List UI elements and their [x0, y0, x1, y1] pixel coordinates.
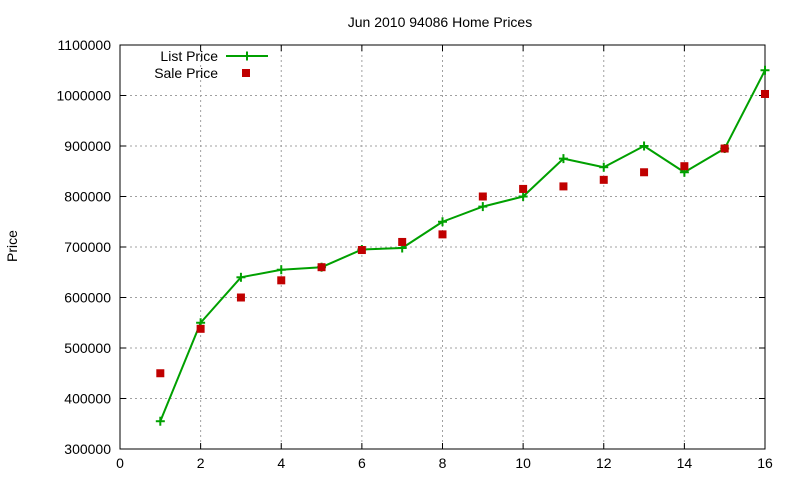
list-price-point	[236, 272, 246, 282]
grid	[120, 45, 765, 449]
sale-price-point	[357, 246, 366, 255]
sale-price-point	[559, 182, 568, 191]
axis-ticks: 0 2 4 6 8 10 12 14 16 300000 400000 500000 600000 700…	[56, 37, 773, 471]
list-price-point	[518, 192, 528, 201]
y-axis-label: Price	[4, 230, 20, 262]
y-tick-label: 500000	[64, 340, 111, 356]
x-tick-label: 2	[197, 455, 205, 471]
legend-label: Sale Price	[154, 65, 218, 81]
sale-price-point	[317, 263, 326, 272]
series-line-list-price	[159, 69, 766, 422]
sale-price-point	[761, 89, 769, 98]
x-tick-label: 4	[277, 455, 285, 471]
sale-price-point	[277, 276, 286, 285]
legend-plus-marker	[242, 51, 252, 61]
y-tick-label: 800000	[64, 189, 111, 205]
list-price-point	[438, 217, 447, 227]
list-price-point	[276, 265, 286, 275]
x-tick-label: 12	[596, 455, 612, 471]
x-tick-label: 10	[515, 455, 531, 471]
legend-label: List Price	[160, 48, 218, 64]
sale-price-point	[438, 230, 447, 239]
x-tick-label: 16	[757, 455, 773, 471]
y-tick-label: 600000	[64, 290, 111, 306]
y-tick-label: 700000	[64, 239, 111, 255]
x-tick-label: 14	[677, 455, 693, 471]
y-tick-label: 300000	[64, 441, 111, 457]
sale-price-point	[519, 184, 528, 193]
y-tick-label: 1100000	[58, 37, 112, 53]
sale-price-point	[680, 162, 689, 171]
y-tick-label: 1000000	[56, 88, 111, 104]
list-price-point	[558, 154, 568, 164]
x-tick-label: 8	[439, 455, 447, 471]
list-price-point	[478, 202, 488, 212]
sale-price-point	[599, 175, 608, 184]
y-tick-label: 400000	[64, 391, 111, 407]
sale-price-point	[398, 237, 407, 246]
sale-price-point	[196, 324, 205, 333]
sale-price-point	[236, 293, 245, 302]
list-price-point	[599, 162, 609, 172]
list-price-point	[760, 65, 770, 75]
chart-title: Jun 2010 94086 Home Prices	[348, 14, 532, 30]
sale-price-point	[640, 168, 649, 177]
legend-square-swatch	[242, 69, 250, 77]
sale-price-point	[156, 369, 165, 378]
y-tick-label: 900000	[64, 138, 111, 154]
sale-price-point	[720, 144, 729, 153]
x-tick-label: 0	[116, 455, 124, 471]
series	[155, 65, 770, 426]
sale-price-point	[478, 192, 487, 201]
x-tick-label: 6	[358, 455, 366, 471]
list-price-point	[155, 416, 165, 426]
list-price-point	[639, 141, 649, 151]
